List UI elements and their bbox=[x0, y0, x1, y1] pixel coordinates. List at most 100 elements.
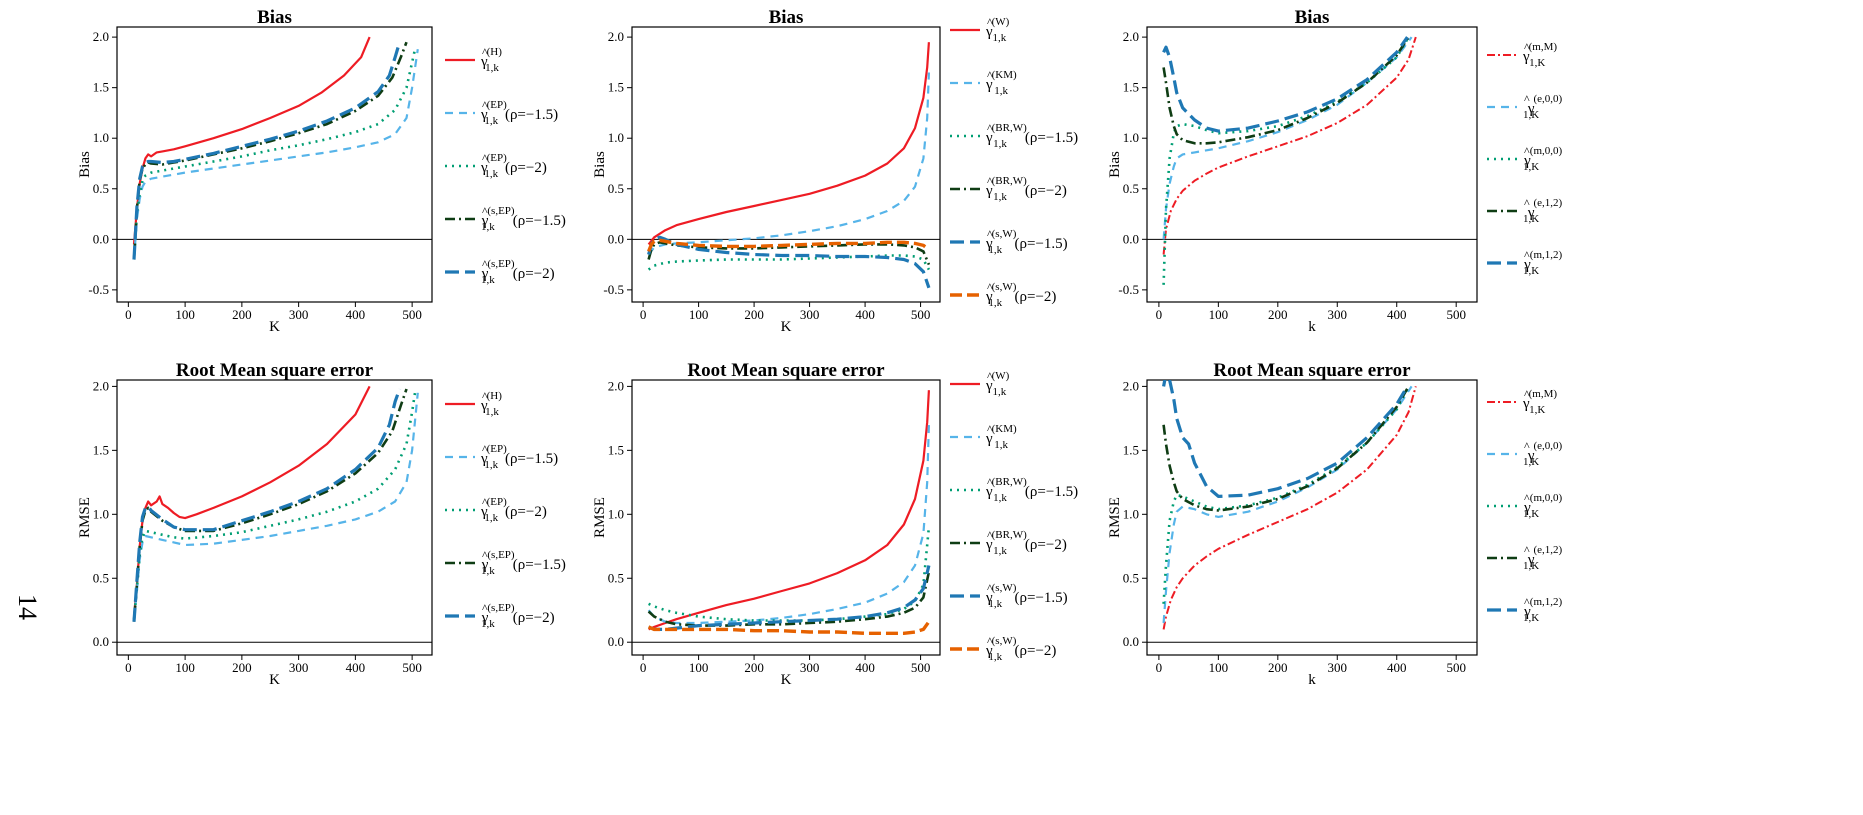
hat-accent: ^ bbox=[482, 389, 488, 403]
y-axis-label: RMSE bbox=[592, 497, 608, 538]
x-tick-label: 0 bbox=[640, 307, 647, 322]
hat-accent: ^ bbox=[1524, 387, 1530, 401]
series-line-5 bbox=[1162, 36, 1409, 133]
legend-item: γ(s,W) 1,k (ρ=−1.5)^ bbox=[950, 581, 1068, 610]
legend-item: γ(W) 1,k^ bbox=[950, 15, 1010, 44]
legend-label: γ(s,EP) 1,k (ρ=−1.5) bbox=[481, 549, 566, 577]
y-tick-label: -0.5 bbox=[1118, 282, 1139, 297]
series-line-3 bbox=[1162, 36, 1410, 285]
legend-label: γ(e,0,0) 1,K bbox=[1523, 440, 1563, 468]
hat-accent: ^ bbox=[987, 15, 993, 29]
x-tick-label: 300 bbox=[800, 307, 820, 322]
legend-label: γ(m,M) 1,K bbox=[1522, 388, 1557, 416]
legend-label: γ(s,W) 1,k (ρ=−1.5) bbox=[985, 582, 1068, 610]
y-tick-label: 0.0 bbox=[608, 231, 624, 246]
x-tick-label: 100 bbox=[1209, 660, 1229, 675]
y-tick-label: 0.5 bbox=[93, 181, 109, 196]
y-tick-label: 0.5 bbox=[608, 570, 624, 585]
legend-item: γ(m,1,2) 1,K^ bbox=[1487, 248, 1563, 277]
chart-panel-6: Root Mean square error 0 100 200 300 400 500 0.… bbox=[1107, 360, 1563, 688]
plot-frame bbox=[116, 26, 433, 303]
chart-panel-4: Root Mean square error 0 100 200 300 400 500 0.… bbox=[77, 360, 566, 688]
y-tick-label: 1.5 bbox=[1123, 442, 1139, 457]
y-tick-label: 1.5 bbox=[93, 442, 109, 457]
x-tick-label: 200 bbox=[744, 660, 764, 675]
legend-item: γ(EP) 1,k (ρ=−1.5)^ bbox=[445, 442, 558, 471]
x-axis-label: K bbox=[269, 672, 280, 688]
legend-label: γ(s,EP) 1,k (ρ=−1.5) bbox=[481, 205, 566, 233]
x-tick-label: 200 bbox=[232, 660, 252, 675]
y-tick-label: 1.0 bbox=[608, 506, 624, 521]
y-tick-label: 1.0 bbox=[93, 506, 109, 521]
series-lines bbox=[647, 42, 931, 289]
legend-label: γ(BR,W) 1,k (ρ=−2) bbox=[985, 175, 1067, 203]
hat-accent: ^ bbox=[1524, 543, 1530, 557]
hat-accent: ^ bbox=[1524, 40, 1530, 54]
chart-title: Root Mean square error bbox=[687, 360, 885, 381]
series-line-5 bbox=[1162, 380, 1409, 498]
hat-accent: ^ bbox=[987, 581, 993, 595]
legend-label: γ(m,0,0) 1,K bbox=[1523, 492, 1563, 520]
legend-label: γ(W) 1,k bbox=[985, 16, 1010, 44]
x-tick-label: 0 bbox=[125, 660, 132, 675]
x-tick-label: 200 bbox=[1268, 307, 1288, 322]
legend-item: γ(H) 1,k^ bbox=[445, 45, 502, 74]
legend-item: γ(BR,W) 1,k (ρ=−2)^ bbox=[950, 528, 1067, 557]
series-lines bbox=[647, 390, 931, 635]
legend-label: γ(KM) 1,k bbox=[985, 423, 1017, 451]
plot-frame bbox=[631, 26, 941, 303]
chart-title: Root Mean square error bbox=[1213, 360, 1411, 381]
hat-accent: ^ bbox=[987, 68, 993, 82]
x-tick-label: 0 bbox=[640, 660, 647, 675]
x-tick-label: 500 bbox=[1446, 660, 1466, 675]
series-line-1 bbox=[1162, 386, 1417, 630]
legend-item: γ(e,1,2) 1,K^ bbox=[1487, 543, 1563, 572]
y-tick-label: 1.0 bbox=[93, 130, 109, 145]
legend-label: γ(BR,W) 1,k (ρ=−1.5) bbox=[985, 476, 1078, 504]
legend-item: γ(s,W) 1,k (ρ=−2)^ bbox=[950, 634, 1056, 663]
x-tick-label: 400 bbox=[346, 660, 366, 675]
legend-item: γ(BR,W) 1,k (ρ=−2)^ bbox=[950, 174, 1067, 203]
legend-item: γ(BR,W) 1,k (ρ=−1.5)^ bbox=[950, 121, 1078, 150]
chart-panel-5: Root Mean square error 0 100 200 300 400 500 0.… bbox=[592, 360, 1078, 688]
x-tick-label: 200 bbox=[232, 307, 252, 322]
x-tick-label: 500 bbox=[911, 660, 931, 675]
legend-item: γ(m,0,0) 1,K^ bbox=[1487, 144, 1563, 173]
plot-frame bbox=[631, 379, 941, 656]
x-axis-label: K bbox=[781, 672, 792, 688]
legend-item: γ(m,0,0) 1,K^ bbox=[1487, 491, 1563, 520]
legend-item: γ(s,EP) 1,k (ρ=−2)^ bbox=[445, 601, 555, 630]
legend-item: γ(s,EP) 1,k (ρ=−1.5)^ bbox=[445, 204, 566, 233]
y-tick-label: 1.5 bbox=[608, 80, 624, 95]
hat-accent: ^ bbox=[987, 475, 993, 489]
y-tick-label: 1.5 bbox=[608, 442, 624, 457]
hat-accent: ^ bbox=[482, 442, 488, 456]
x-tick-label: 400 bbox=[1387, 660, 1407, 675]
y-axis-label: Bias bbox=[77, 151, 93, 178]
legend-label: γ(EP) 1,k (ρ=−2) bbox=[480, 152, 547, 180]
legend-item: γ(s,EP) 1,k (ρ=−2)^ bbox=[445, 257, 555, 286]
hat-accent: ^ bbox=[1524, 595, 1530, 609]
series-line-6 bbox=[647, 620, 931, 635]
hat-accent: ^ bbox=[987, 528, 993, 542]
x-tick-label: 400 bbox=[855, 307, 875, 322]
legend-label: γ(EP) 1,k (ρ=−1.5) bbox=[480, 443, 558, 471]
legend-label: γ(s,EP) 1,k (ρ=−2) bbox=[481, 258, 555, 286]
series-line-1 bbox=[1162, 36, 1417, 255]
y-axis-label: RMSE bbox=[77, 497, 93, 538]
legend-item: γ(KM) 1,k^ bbox=[950, 422, 1017, 451]
chart-panel-1: Bias 0 100 200 300 400 500 -0.5 0.0 0.5 1.0 1.5 2.0 K… bbox=[77, 7, 566, 335]
x-tick-label: 300 bbox=[800, 660, 820, 675]
y-tick-label: 2.0 bbox=[608, 29, 624, 44]
legend-label: γ(BR,W) 1,k (ρ=−1.5) bbox=[985, 122, 1078, 150]
legend-label: γ(W) 1,k bbox=[985, 370, 1010, 398]
x-tick-label: 100 bbox=[1209, 307, 1229, 322]
x-tick-label: 300 bbox=[1328, 660, 1348, 675]
hat-accent: ^ bbox=[1524, 144, 1530, 158]
legend-label: γ(EP) 1,k (ρ=−2) bbox=[480, 496, 547, 524]
legend-label: γ(m,M) 1,K bbox=[1522, 41, 1557, 69]
y-tick-label: -0.5 bbox=[88, 282, 109, 297]
legend-label: γ(H) 1,k bbox=[480, 390, 502, 418]
y-tick-label: 1.0 bbox=[1123, 506, 1139, 521]
series-line-1 bbox=[647, 42, 930, 246]
